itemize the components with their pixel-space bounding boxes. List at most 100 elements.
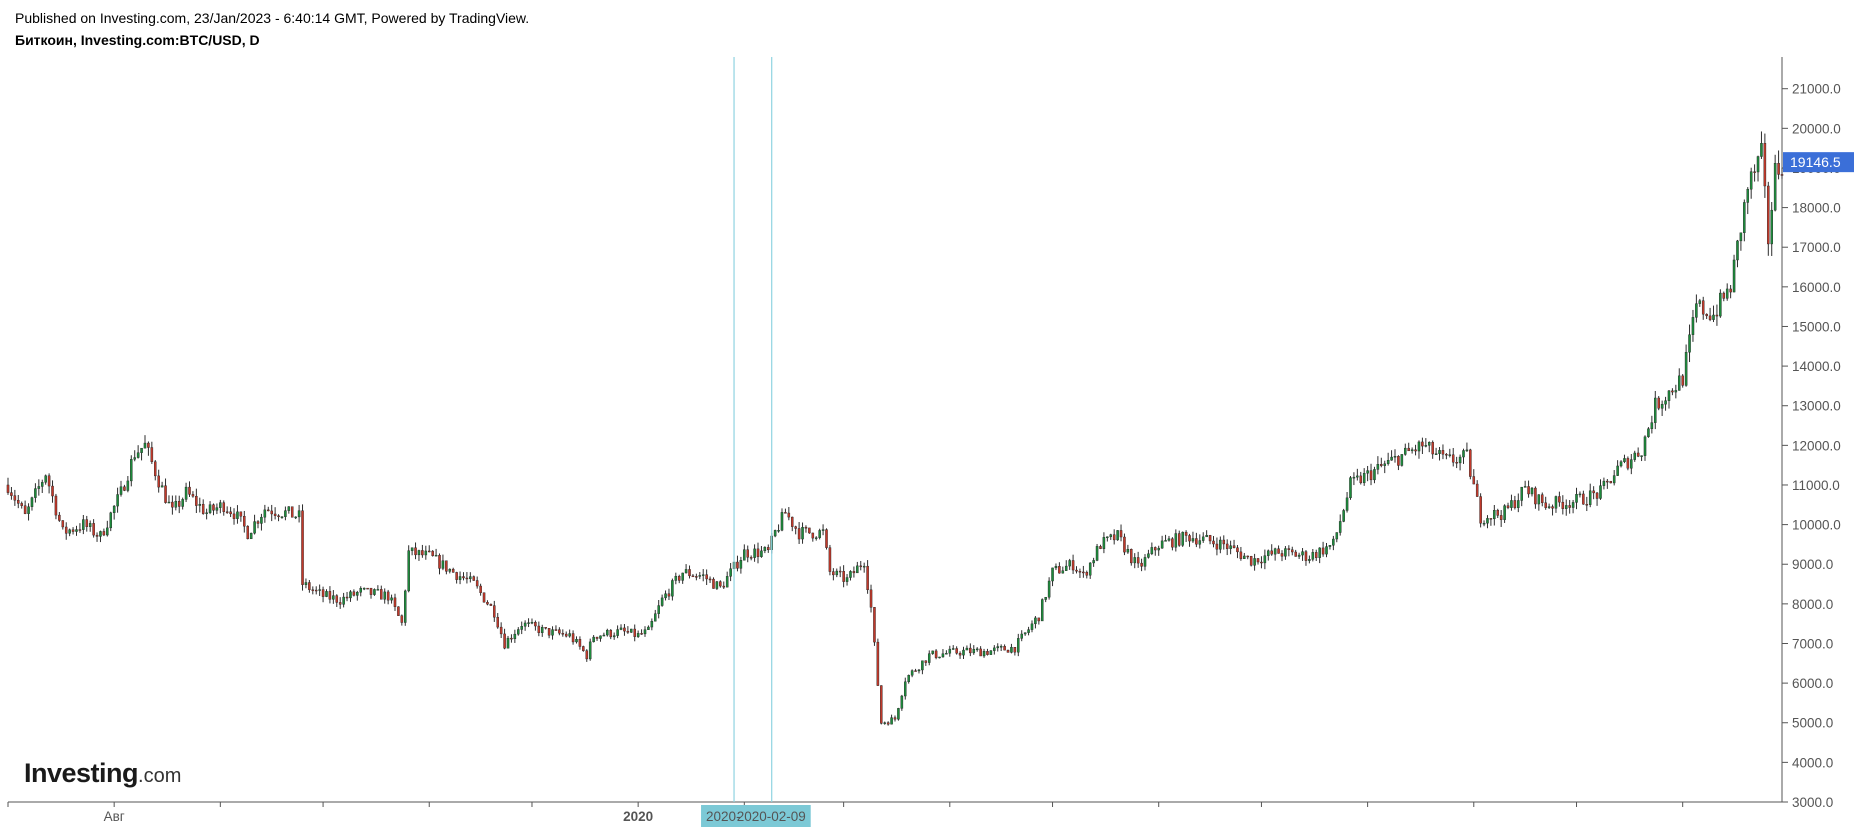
candle-body (1109, 534, 1113, 538)
candle-body (503, 633, 506, 649)
candle-body (1654, 397, 1657, 423)
candle-body (630, 628, 633, 633)
candle-body (184, 486, 188, 500)
candle-body (743, 549, 746, 561)
candle-body (133, 457, 136, 460)
candle-body (195, 495, 198, 506)
x-tick-label: 2020 (623, 809, 653, 824)
candle-body (1246, 555, 1250, 558)
candle-body (821, 529, 825, 531)
candle-body (534, 622, 537, 627)
candle-body (273, 513, 277, 516)
candle-body (1130, 548, 1133, 564)
candle-body (85, 519, 89, 527)
candle-body (1188, 535, 1191, 542)
candle-body (380, 589, 383, 600)
candle-body (1397, 456, 1400, 466)
candle-body (407, 550, 410, 592)
candle-body (267, 509, 270, 512)
candle-body (1017, 638, 1020, 653)
candle-body (1236, 547, 1239, 553)
candle-body (674, 575, 678, 581)
candle-body (725, 576, 729, 588)
candle-body (845, 577, 849, 582)
candle-body (1609, 480, 1613, 484)
candle-body (1314, 552, 1318, 558)
candle-body (40, 482, 44, 487)
candle-body (1424, 445, 1428, 447)
candle-body (832, 571, 835, 576)
candle-body (1013, 647, 1017, 653)
y-tick-label: 11000.0 (1792, 478, 1840, 493)
candle-body (451, 568, 455, 573)
candle-body (828, 547, 832, 572)
candle-body (345, 596, 349, 599)
candle-body (321, 589, 325, 597)
candle-body (986, 651, 989, 655)
candle-body (667, 593, 671, 597)
candle-body (1421, 441, 1424, 447)
candle-body (78, 529, 82, 531)
candle-body (736, 561, 739, 569)
candle-body (431, 550, 434, 556)
candle-body (1448, 454, 1452, 456)
candle-body (1205, 535, 1208, 538)
candle-body (763, 547, 767, 552)
candle-body (760, 550, 763, 557)
candle-body (23, 505, 27, 514)
candle-body (147, 442, 150, 448)
candle-body (1362, 473, 1366, 484)
candle-body (1472, 476, 1476, 485)
candle-body (150, 447, 154, 462)
candle-body (1575, 494, 1578, 503)
candle-body (1119, 530, 1123, 538)
candle-body (1287, 548, 1291, 550)
candle-body (260, 516, 263, 524)
candle-body (143, 442, 147, 449)
candle-body (1338, 521, 1342, 533)
candle-body (1345, 497, 1349, 511)
candle-body (773, 530, 777, 537)
candle-body (362, 587, 366, 590)
candle-body (1705, 313, 1708, 317)
candle-body (1431, 442, 1434, 455)
candle-body (530, 622, 534, 624)
candle-body (866, 565, 869, 591)
published-note: Published on Investing.com, 23/Jan/2023 … (15, 10, 530, 26)
candle-body (44, 475, 47, 483)
candle-body (1023, 632, 1027, 635)
candle-body (1102, 537, 1106, 549)
candle-body (1058, 566, 1061, 574)
candle-body (1551, 506, 1554, 509)
candle-body (1376, 464, 1380, 470)
candle-body (1708, 315, 1712, 320)
candle-body (1082, 571, 1085, 574)
candle-body (640, 633, 643, 635)
candle-body (246, 525, 249, 540)
candle-body (1177, 533, 1181, 546)
candle-body (1229, 545, 1232, 549)
candle-body (462, 576, 465, 579)
candle-body (1164, 540, 1167, 542)
candle-body (1780, 174, 1784, 176)
candle-body (1636, 452, 1640, 457)
candle-body (1407, 447, 1410, 452)
candle-body (941, 653, 945, 658)
candle-body (1729, 288, 1732, 293)
candle-body (938, 656, 941, 659)
candle-body (626, 630, 630, 633)
candle-body (1763, 143, 1767, 187)
candle-body (999, 646, 1003, 648)
chart-symbol-title: Биткоин, Investing.com:BTC/USD, D (15, 32, 260, 48)
candle-body (767, 547, 770, 551)
candle-body (568, 633, 571, 637)
candle-body (945, 653, 948, 655)
candle-body (393, 597, 397, 607)
candle-body (1034, 617, 1037, 625)
candle-body (332, 595, 335, 600)
candle-body (499, 626, 503, 635)
candle-body (664, 593, 667, 599)
candle-body (1075, 569, 1078, 572)
candle-body (359, 588, 363, 593)
